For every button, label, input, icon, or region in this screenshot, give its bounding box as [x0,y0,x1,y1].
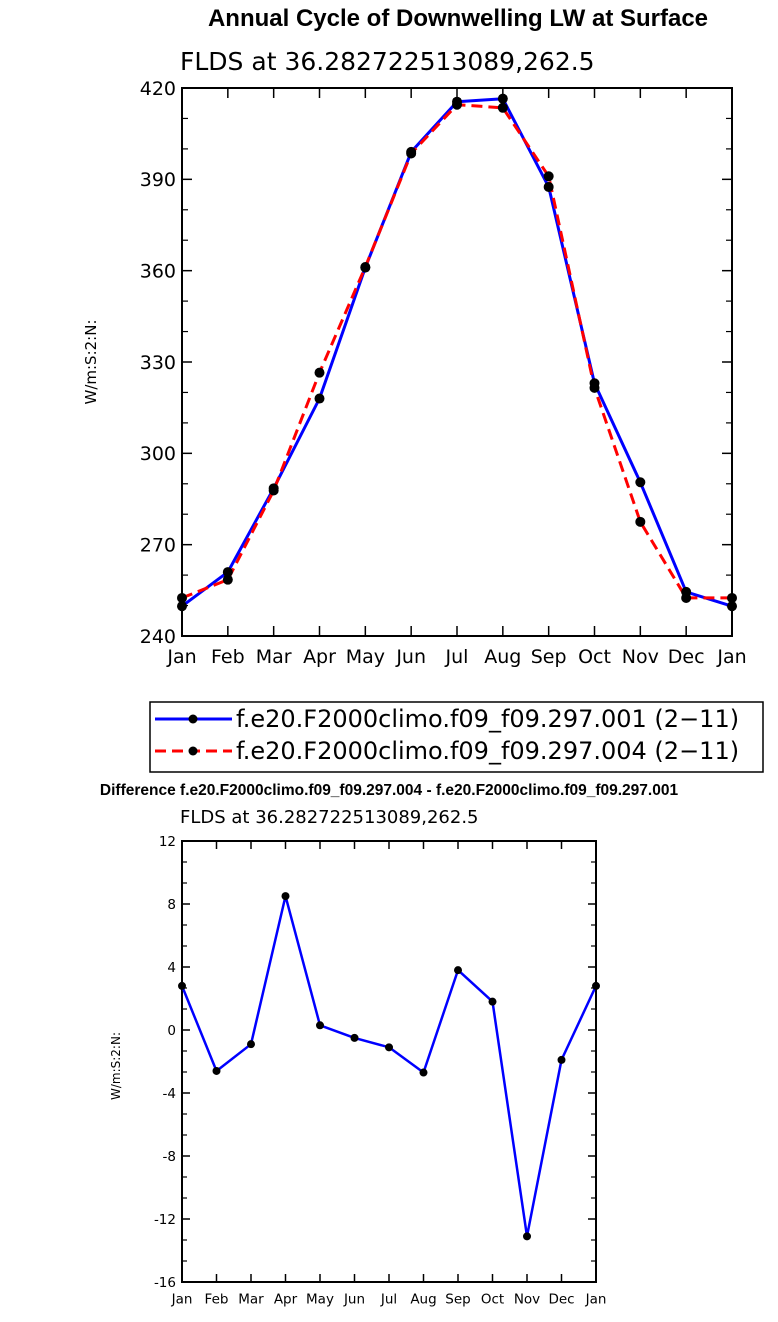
chart2-ytick-label: -12 [154,1212,176,1228]
chart2-series-0-point [592,981,600,990]
chart2-xtick-label: Jun [343,1292,365,1308]
chart1-series-1-point [681,592,692,603]
chart1-ytick-label: 420 [140,78,176,100]
chart1-ytick-label: 240 [140,626,176,648]
chart2-series-0-point [316,1021,324,1030]
chart1-xtick-label: Jan [716,646,746,668]
chart1-ytick-label: 300 [140,443,176,465]
chart1-xtick-label: Oct [578,646,611,668]
chart1-ytick-label: 330 [140,352,176,374]
chart1-xtick-label: Jan [166,646,196,668]
chart1-title: Annual Cycle of Downwelling LW at Surfac… [208,5,708,32]
legend-label-001: f.e20.F2000climo.f09_f09.297.001 (2−11) [236,705,739,733]
chart1-series-1-point [543,171,554,182]
chart1-xtick-label: Jun [395,646,426,668]
chart2-ytick-label: 0 [167,1023,176,1039]
chart1-subtitle: FLDS at 36.282722513089,262.5 [180,47,595,76]
chart1-plot: Jan Feb Mar Apr May Jun Jul Aug Sep Oct Nov Dec Jan2… [140,78,747,668]
chart1-series-1-point [452,99,462,110]
chart2-series-0-point [212,1066,221,1075]
chart2-xtick-label: Sep [445,1292,470,1308]
chart2-series-0-point [557,1055,566,1064]
chart2-series-0-point [488,997,497,1006]
chart1-series-1-point [635,516,646,527]
chart1-series-0-point [635,477,646,488]
chart1-xtick-label: Nov [622,646,659,668]
chart2-xtick-label: Apr [274,1292,298,1308]
chart1-series-1-point [314,367,325,378]
chart2-xtick-label: Jan [585,1292,607,1308]
chart1-xtick-label: Aug [484,646,521,668]
chart2-xtick-label: Mar [238,1292,264,1308]
chart2-ytick-label: -16 [154,1275,176,1291]
chart2-xtick-label: May [306,1292,334,1308]
chart2-xtick-label: Aug [410,1292,436,1308]
chart1-xtick-label: Jul [445,646,469,668]
chart1-series-1-point [497,102,508,113]
chart2-series-0-point [178,981,186,990]
legend-marker-001 [188,714,198,724]
chart1-series-1-point [589,382,600,393]
chart1-frame [181,87,733,637]
chart1-series-1-point [222,574,233,585]
chart1-ytick-label: 360 [140,261,176,283]
chart1-xtick-label: May [346,646,385,668]
chart1-xtick-label: Dec [668,646,705,668]
chart2-ytick-label: 8 [167,897,176,913]
chart1-xtick-label: Apr [303,646,336,668]
chart2-series-0-point [385,1043,393,1052]
chart2-frame [181,840,597,1283]
chart1-series-1-point [177,592,187,603]
chart2-xtick-label: Oct [481,1292,504,1308]
chart1-series-0-point [177,601,187,612]
chart2-xtick-label: Jan [171,1292,193,1308]
chart2-series-0-point [523,1232,531,1241]
chart2-ylabel: W/m:S:2:N: [109,1032,123,1100]
legend-box [149,701,764,773]
legend-label-004: f.e20.F2000climo.f09_f09.297.004 (2−11) [236,737,739,765]
chart1-series-1-point [406,148,417,159]
chart2-series-0-point [454,966,462,975]
legend: f.e20.F2000climo.f09_f09.297.001 (2−11) … [149,701,764,773]
chart1-series-1-point [727,592,737,603]
chart2-xtick-label: Feb [205,1292,229,1308]
chart2-subtitle: FLDS at 36.282722513089,262.5 [180,807,479,828]
chart1-series-0-point [222,567,233,578]
chart2-series-0-line [180,894,598,1238]
chart2-series-0-point [247,1040,255,1049]
chart2-title: Difference f.e20.F2000climo.f09_f09.297.… [100,782,679,799]
chart2-series-0-point [281,892,290,901]
chart1-xtick-label: Sep [531,646,567,668]
chart1-series-0-point [314,393,325,404]
chart1-ytick-label: 390 [140,169,176,191]
chart2-xtick-label: Nov [514,1292,540,1308]
chart2-series-0-point [419,1068,428,1077]
chart1-xtick-label: Feb [211,646,245,668]
chart2-ytick-label: 12 [159,834,176,850]
chart2-ytick-label: -8 [163,1149,176,1165]
chart1-series-1-line [181,103,732,600]
chart2-ytick-label: -4 [163,1086,176,1102]
chart2-xtick-label: Jul [380,1292,397,1308]
chart1-series-0-point [497,93,508,104]
chart1-series-0-point [543,181,554,192]
chart2-ytick-label: 4 [167,960,176,976]
chart1-series-1-point [360,262,371,273]
chart1-ylabel: W/m:S:2:N: [82,320,100,405]
chart2-xtick-label: Dec [548,1292,574,1308]
chart1-series-0-line [181,97,733,608]
legend-marker-004 [188,746,198,756]
chart2-plot: Jan Feb Mar Apr May Jun Jul Aug Sep Oct Nov Dec Jan-… [154,834,606,1308]
chart1-xtick-label: Mar [256,646,292,668]
chart1-ytick-label: 270 [140,535,176,557]
chart1-series-1-point [268,485,279,496]
chart2-series-0-point [350,1033,359,1042]
chart1-series-0-point [727,601,737,612]
